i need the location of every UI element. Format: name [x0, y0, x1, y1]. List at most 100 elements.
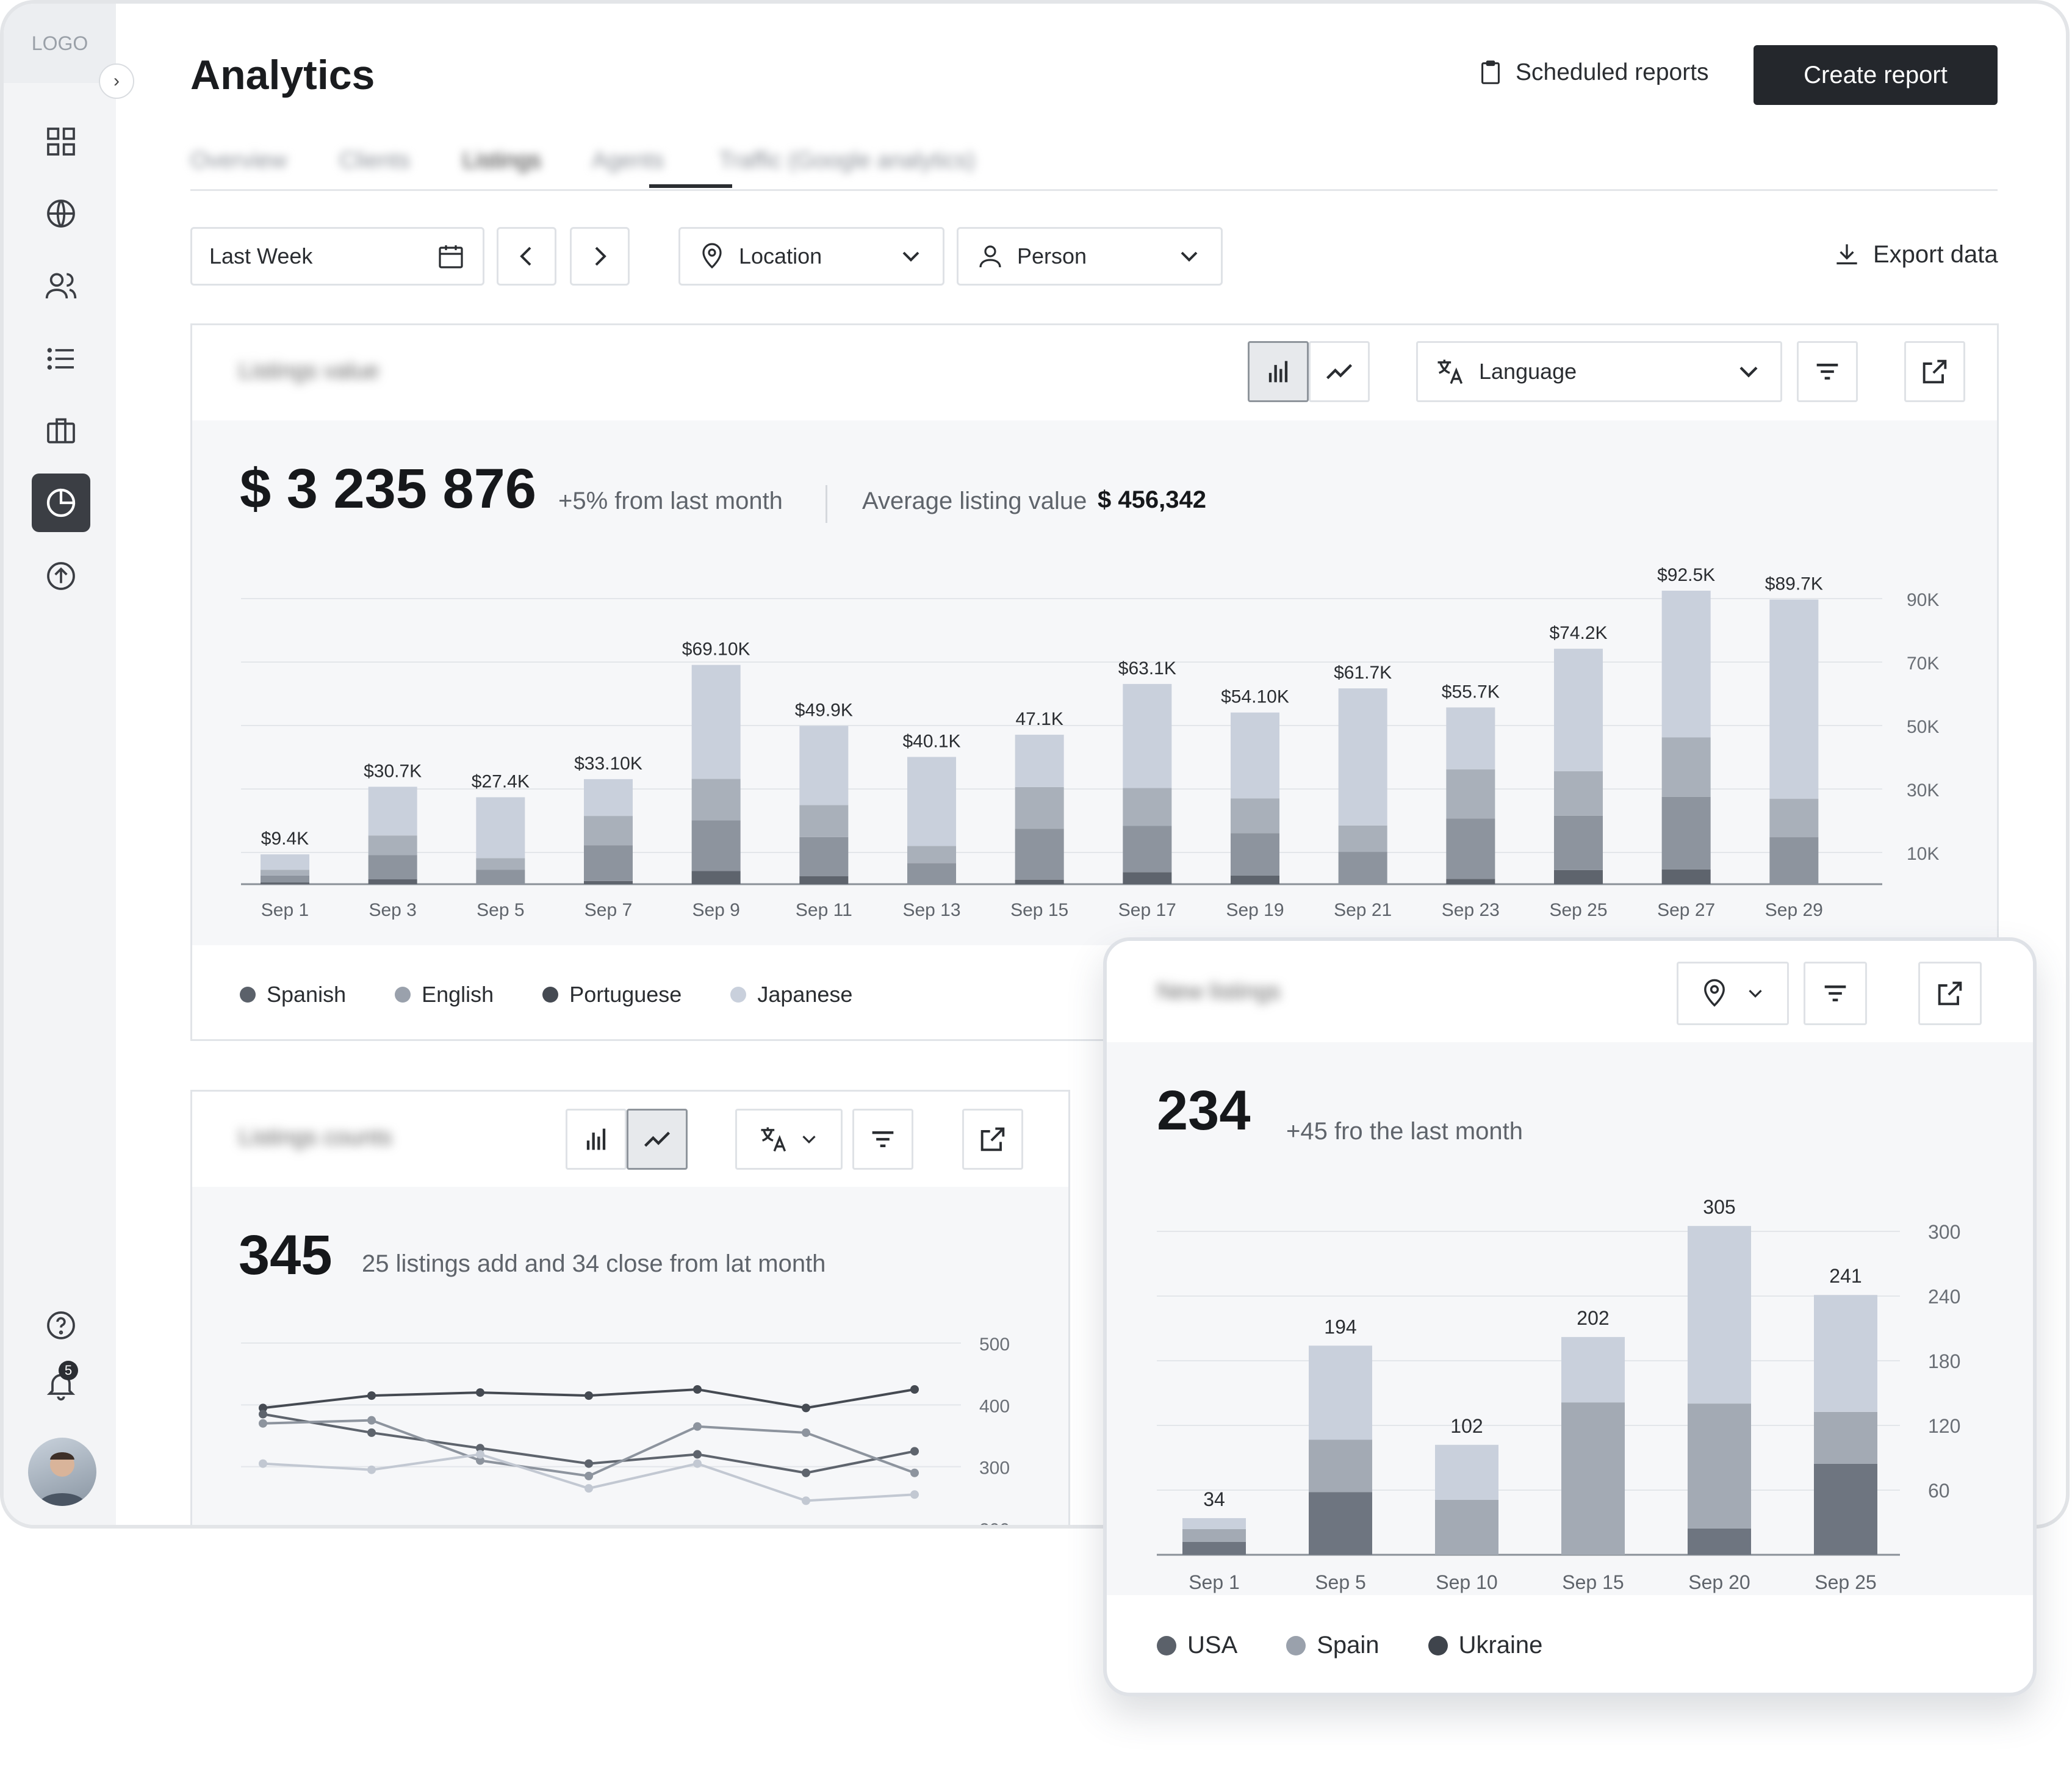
line-chart-toggle[interactable]	[627, 1109, 688, 1170]
bar-segment	[584, 816, 633, 846]
bar-chart-icon	[1268, 361, 1288, 383]
bar-segment	[1769, 799, 1819, 838]
x-tick-label: Sep 23	[1442, 900, 1500, 920]
data-point	[693, 1450, 702, 1459]
listings-counts-total: 345	[239, 1224, 333, 1286]
create-report-button[interactable]: Create report	[1754, 45, 1998, 105]
data-point	[259, 1459, 267, 1468]
chevron-down-icon	[1181, 251, 1198, 262]
bell-icon[interactable]: 5	[32, 1356, 90, 1414]
legend-item-usa: USA	[1157, 1632, 1237, 1659]
y-tick-label: 300	[1928, 1221, 1960, 1243]
legend-item-ukraine: Ukraine	[1428, 1632, 1542, 1659]
filter-button[interactable]	[1797, 341, 1858, 402]
download-icon	[1836, 244, 1857, 265]
x-tick-label: Sep 17	[1118, 900, 1176, 920]
data-label: $61.7K	[1334, 663, 1392, 683]
bar-segment	[1015, 879, 1064, 884]
tab-agents[interactable]: Agents	[592, 148, 664, 173]
open-external-button[interactable]	[1904, 341, 1965, 402]
data-label: $74.2K	[1549, 623, 1607, 643]
bar-segment	[1814, 1463, 1877, 1555]
bar-segment	[1015, 735, 1064, 787]
data-point	[367, 1416, 376, 1425]
globe-icon[interactable]	[32, 184, 90, 243]
listings-counts-header: Listings counts	[192, 1092, 1068, 1187]
chevron-down-icon	[1739, 366, 1758, 378]
y-tick-label: 500	[979, 1335, 1010, 1355]
pie-chart-icon[interactable]	[32, 474, 90, 532]
bar-segment	[584, 845, 633, 881]
x-tick-label: Sep 7	[585, 900, 632, 920]
tab-listings[interactable]: Listings	[462, 148, 541, 173]
chevron-right-icon	[595, 247, 606, 266]
users-icon[interactable]	[32, 256, 90, 315]
briefcase-icon[interactable]	[32, 402, 90, 460]
listings-value-total: $ 3 235 876	[240, 458, 537, 520]
date-range-picker[interactable]: Last Week	[190, 227, 484, 286]
scheduled-reports-link[interactable]: Scheduled reports	[1477, 59, 1709, 87]
line-chart-toggle[interactable]	[1309, 341, 1370, 402]
language-select[interactable]	[735, 1109, 843, 1170]
data-label: $54.10K	[1221, 687, 1289, 707]
bar-chart-toggle[interactable]	[1248, 341, 1309, 402]
bar-segment	[368, 879, 417, 884]
bar-segment	[1231, 712, 1279, 799]
bar-segment	[368, 835, 417, 855]
data-point	[693, 1459, 702, 1468]
bar-segment	[1231, 833, 1279, 876]
bar-segment	[1182, 1541, 1246, 1555]
tab-overview[interactable]: Overview	[190, 148, 287, 173]
x-tick-label: Sep 29	[1765, 900, 1823, 920]
bar-segment	[1182, 1529, 1246, 1542]
filter-button[interactable]	[1804, 962, 1867, 1025]
data-point	[585, 1459, 593, 1468]
y-tick-label: 120	[1928, 1415, 1960, 1437]
location-filter-select[interactable]	[1677, 962, 1789, 1025]
bar-segment	[1688, 1528, 1751, 1555]
bar-segment	[1561, 1402, 1625, 1555]
tab-traffic[interactable]: Traffic (Google analytics)	[719, 148, 976, 173]
data-point	[910, 1468, 919, 1477]
export-data-button[interactable]: Export data	[1832, 239, 1998, 270]
bar-chart-toggle[interactable]	[566, 1109, 627, 1170]
upload-icon[interactable]	[32, 547, 90, 605]
bar-segment	[1182, 1518, 1246, 1529]
data-label: 47.1K	[1015, 709, 1063, 729]
avatar[interactable]	[28, 1438, 96, 1506]
scheduled-reports-label: Scheduled reports	[1516, 59, 1709, 85]
bar-segment	[1769, 599, 1819, 799]
listings-counts-title: Listings counts	[239, 1125, 392, 1150]
open-external-button[interactable]	[962, 1109, 1023, 1170]
filter-button[interactable]	[852, 1109, 913, 1170]
x-tick-label: Sep 10	[1436, 1571, 1497, 1593]
data-point	[802, 1403, 810, 1413]
help-icon[interactable]	[32, 1296, 90, 1355]
date-range-value: Last Week	[209, 243, 313, 268]
average-listing-label: Average listing value	[862, 488, 1087, 514]
list-icon[interactable]	[32, 330, 90, 388]
previous-period-button[interactable]	[497, 227, 556, 286]
data-point	[910, 1447, 919, 1456]
new-listings-body: 234 +45 fro the last month 300 240 180 120 6…	[1107, 1042, 2033, 1595]
language-select[interactable]: Language	[1416, 341, 1782, 402]
bar-segment	[691, 871, 741, 884]
bar-segment	[1554, 649, 1603, 771]
dashboard-icon[interactable]	[32, 112, 90, 171]
bar-segment	[799, 837, 849, 877]
data-point	[476, 1444, 484, 1453]
listings-counts-note: 25 listings add and 34 close from lat mo…	[362, 1250, 826, 1277]
open-external-button[interactable]	[1918, 962, 1982, 1025]
data-point	[259, 1403, 267, 1413]
data-label: $30.7K	[364, 761, 422, 781]
person-select[interactable]: Person	[957, 227, 1223, 286]
new-listings-header: New listings	[1107, 941, 2033, 1042]
data-point	[476, 1450, 484, 1459]
x-tick-label: Sep 9	[692, 900, 739, 920]
tab-clients[interactable]: Clients	[339, 148, 411, 173]
collapse-sidebar-button[interactable]: ›	[99, 63, 134, 99]
next-period-button[interactable]	[570, 227, 630, 286]
new-listings-total: 234	[1157, 1079, 1251, 1142]
location-select[interactable]: Location	[678, 227, 944, 286]
data-label: 202	[1577, 1307, 1609, 1329]
